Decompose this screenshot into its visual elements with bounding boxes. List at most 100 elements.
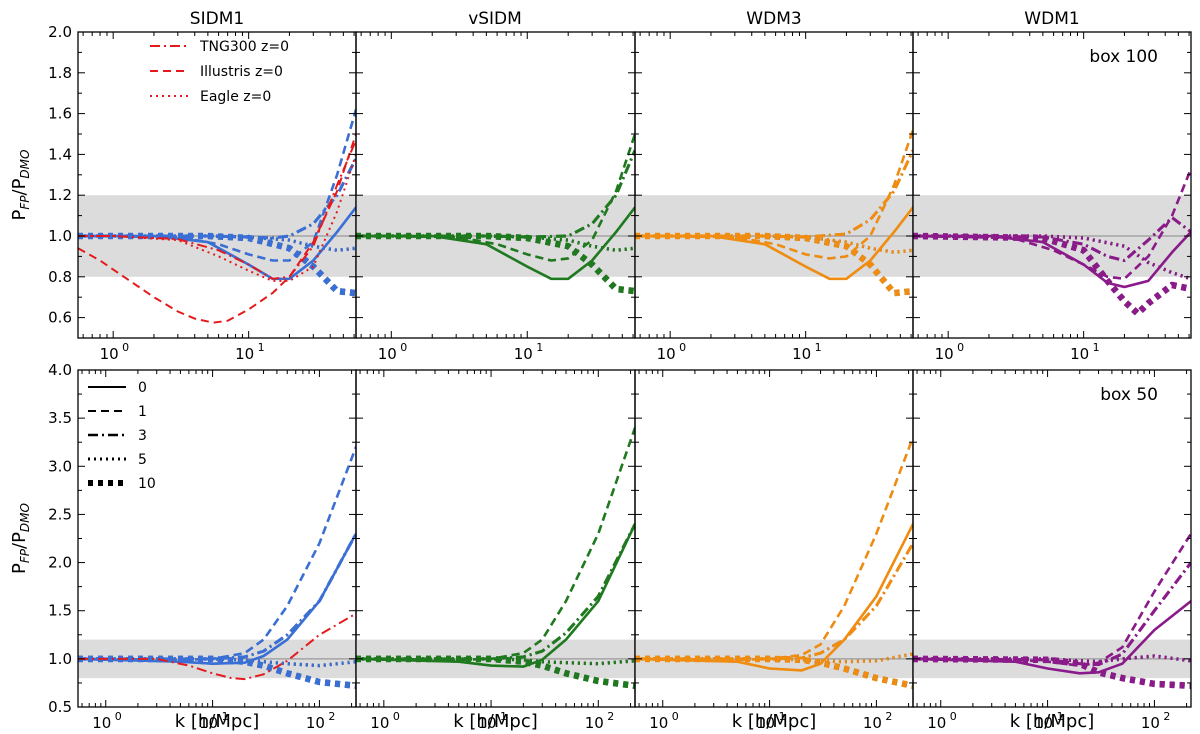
y-label-text: P bbox=[9, 209, 30, 220]
panel-0-2: 10 0 10 1 bbox=[634, 31, 914, 363]
model-curve-1 bbox=[78, 446, 356, 662]
x-tick-label: 10 bbox=[1141, 714, 1160, 732]
x-tick-label: 10 bbox=[235, 345, 254, 363]
x-tick-exponent: 1 bbox=[500, 710, 507, 723]
model-curve-5 bbox=[635, 234, 913, 255]
model-curve-1 bbox=[356, 427, 635, 662]
y-axis-label: PFP/PDMO bbox=[9, 150, 32, 221]
x-tick-exponent: 0 bbox=[679, 341, 686, 354]
x-tick-label: 10 bbox=[863, 714, 882, 732]
model-curve-10 bbox=[78, 655, 356, 690]
model-curve-1 bbox=[78, 109, 356, 262]
panels-layer: 10 0 10 10.60.81.01.21.41.61.82.010 0 10 1 10 0 1… bbox=[48, 23, 1192, 732]
model-curve-1 bbox=[356, 133, 635, 262]
x-tick-label: 10 bbox=[927, 714, 946, 732]
y-label-text: P bbox=[9, 563, 30, 574]
x-tick-exponent: 1 bbox=[779, 710, 786, 723]
x-axis-label: k [h/Mpc] bbox=[453, 711, 538, 732]
panel-frame bbox=[355, 31, 636, 339]
y-label-text: /P bbox=[9, 178, 30, 195]
x-tick-exponent: 0 bbox=[393, 710, 400, 723]
curves-group bbox=[635, 129, 913, 297]
x-tick-label: 10 bbox=[370, 714, 389, 732]
curves-group bbox=[78, 446, 356, 690]
y-tick-label: 2.0 bbox=[48, 554, 72, 572]
x-tick-label: 10 bbox=[514, 345, 533, 363]
x-tick-label: 10 bbox=[649, 714, 668, 732]
model-curve-5 bbox=[78, 657, 356, 668]
panel-1-2: 10 0 10 1 10 2 bbox=[634, 369, 914, 732]
x-tick-label: 10 bbox=[306, 714, 325, 732]
x-tick-exponent: 2 bbox=[1163, 710, 1170, 723]
model-curve-1 bbox=[635, 436, 913, 662]
x-axis-labels: k [h/Mpc] k [h/Mpc] k [h/Mpc] k [h/Mpc] bbox=[175, 711, 1095, 732]
legend-label: 0 bbox=[138, 380, 147, 396]
curves-group bbox=[913, 533, 1191, 690]
y-label-subscript: DMO bbox=[18, 150, 32, 179]
y-tick-label: 1.0 bbox=[48, 650, 72, 668]
x-tick-exponent: 1 bbox=[1093, 341, 1100, 354]
x-tick-label: 10 bbox=[1070, 345, 1089, 363]
x-tick-exponent: 0 bbox=[115, 710, 122, 723]
y-tick-label: 0.8 bbox=[48, 268, 72, 286]
model-curve-5 bbox=[635, 652, 913, 664]
x-tick-exponent: 0 bbox=[400, 341, 407, 354]
obs-curve bbox=[78, 154, 356, 282]
panel-0-0: 10 0 10 10.60.81.01.21.41.61.82.0 bbox=[48, 23, 357, 363]
curves-group bbox=[356, 133, 635, 295]
x-tick-exponent: 1 bbox=[536, 341, 543, 354]
y-tick-label: 1.4 bbox=[48, 145, 72, 163]
legend-label: 10 bbox=[138, 476, 156, 492]
model-curve-10 bbox=[356, 655, 635, 690]
x-axis-label: k [h/Mpc] bbox=[1010, 711, 1095, 732]
model-curve-0 bbox=[635, 523, 913, 672]
model-curve-10 bbox=[635, 232, 913, 297]
x-tick-exponent: 2 bbox=[885, 710, 892, 723]
curves-group bbox=[78, 109, 356, 324]
model-curve-10 bbox=[635, 655, 913, 690]
y-tick-label: 2.0 bbox=[48, 23, 72, 41]
x-tick-label: 10 bbox=[378, 345, 397, 363]
legend-label: 5 bbox=[138, 452, 147, 468]
x-tick-label: 10 bbox=[935, 345, 954, 363]
x-tick-label: 10 bbox=[585, 714, 604, 732]
x-tick-label: 10 bbox=[792, 345, 811, 363]
x-tick-label: 10 bbox=[657, 345, 676, 363]
column-title-vsidm: vSIDM bbox=[468, 9, 522, 29]
legend-redshift: 0 1 3 5 10 bbox=[88, 380, 156, 492]
model-curve-3 bbox=[635, 149, 913, 239]
model-curve-3 bbox=[78, 157, 356, 240]
model-curve-3 bbox=[356, 523, 635, 661]
y-axis-label: PFP/PDMO bbox=[9, 503, 32, 574]
panel-frame bbox=[634, 31, 914, 339]
y-label-subscript: FP bbox=[18, 548, 32, 563]
legend-label: Eagle z=0 bbox=[200, 89, 271, 105]
x-tick-label: 10 bbox=[100, 345, 119, 363]
model-curve-3 bbox=[913, 216, 1191, 263]
y-tick-label: 1.2 bbox=[48, 186, 72, 204]
model-curve-10 bbox=[356, 232, 635, 295]
x-tick-exponent: 0 bbox=[122, 341, 129, 354]
column-title-wdm1: WDM1 bbox=[1024, 9, 1079, 29]
model-curve-1 bbox=[913, 168, 1191, 281]
x-tick-label: 10 bbox=[756, 714, 775, 732]
legend-label: 3 bbox=[138, 428, 147, 444]
panel-0-1: 10 0 10 1 bbox=[355, 31, 636, 363]
legend-label: TNG300 z=0 bbox=[199, 39, 289, 55]
model-curve-10 bbox=[913, 655, 1191, 690]
model-curve-5 bbox=[78, 234, 356, 253]
legend-simulations: TNG300 z=0 Illustris z=0 Eagle z=0 bbox=[150, 39, 289, 105]
x-tick-exponent: 1 bbox=[1057, 710, 1064, 723]
curves-group bbox=[913, 168, 1191, 317]
x-tick-exponent: 1 bbox=[258, 341, 265, 354]
panel-1-0: 10 0 10 1 10 20.51.01.52.02.53.03.54.0 bbox=[48, 361, 357, 732]
x-tick-label: 10 bbox=[92, 714, 111, 732]
y-tick-label: 0.6 bbox=[48, 309, 72, 327]
model-curve-0 bbox=[356, 523, 635, 668]
y-tick-label: 0.5 bbox=[48, 698, 72, 716]
y-label-text: /P bbox=[9, 532, 30, 549]
x-tick-label: 10 bbox=[199, 714, 218, 732]
legend-label: Illustris z=0 bbox=[200, 64, 283, 80]
